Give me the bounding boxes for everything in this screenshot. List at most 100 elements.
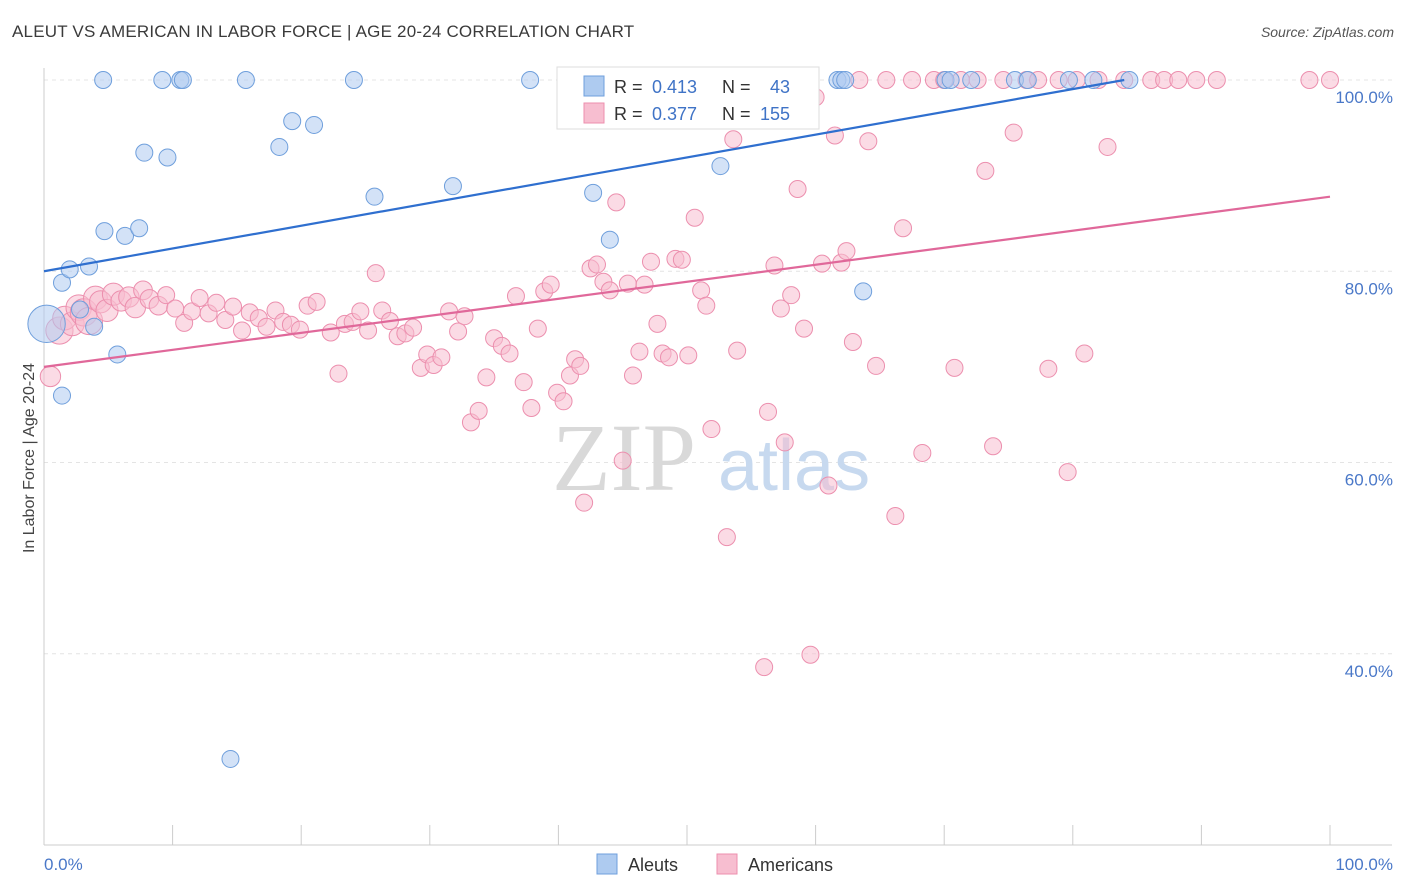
- aleuts-point-34: [854, 282, 873, 301]
- americans-point-41: [359, 321, 378, 340]
- aleuts-point-5: [80, 257, 99, 276]
- aleuts-point-23: [365, 187, 384, 206]
- americans-point-47: [404, 318, 423, 337]
- americans-point-131: [1004, 123, 1023, 142]
- americans-point-106: [795, 319, 814, 338]
- americans-point-56: [469, 401, 488, 420]
- aleuts-point-16: [173, 71, 192, 89]
- americans-point-23: [207, 293, 226, 312]
- americans-point-72: [575, 493, 594, 512]
- americans-point-119: [886, 507, 905, 526]
- americans-point-129: [984, 437, 1003, 456]
- americans-point-71: [571, 356, 590, 375]
- aleuts-point-0: [27, 304, 66, 344]
- bottom-legend-swatch-americans: [716, 853, 738, 875]
- legend-bottom: Aleuts Americans: [596, 853, 833, 875]
- aleuts-point-20: [283, 112, 302, 131]
- series-aleuts: [27, 71, 1139, 768]
- americans-point-83: [641, 252, 660, 271]
- americans-point-113: [837, 242, 856, 261]
- americans-point-89: [679, 346, 698, 365]
- americans-point-120: [894, 219, 913, 238]
- americans-point-125: [945, 358, 964, 377]
- aleuts-point-22: [344, 71, 363, 89]
- legend-top: R = 0.413 N = 43 R = 0.377 N = 155: [556, 66, 820, 130]
- americans-point-63: [522, 398, 541, 417]
- americans-point-99: [755, 658, 774, 677]
- legend-r-label-aleuts: R =: [614, 77, 643, 97]
- aleuts-point-18: [236, 71, 255, 89]
- axes: [43, 68, 1392, 846]
- americans-point-128: [976, 161, 995, 180]
- americans-point-145: [1187, 71, 1206, 89]
- americans-point-104: [782, 286, 801, 305]
- legend-r-value-aleuts: 0.413: [652, 77, 697, 97]
- americans-point-88: [672, 250, 691, 269]
- aleuts-point-36: [941, 71, 960, 89]
- americans-point-97: [728, 341, 747, 360]
- americans-point-121: [903, 71, 922, 89]
- aleuts-point-10: [116, 226, 135, 245]
- americans-point-93: [702, 420, 721, 439]
- aleuts-point-9: [108, 345, 127, 364]
- aleuts-point-11: [130, 219, 149, 238]
- americans-point-81: [630, 342, 649, 361]
- americans-point-40: [351, 302, 370, 321]
- aleuts-point-37: [962, 71, 981, 89]
- aleuts-point-17: [221, 749, 240, 768]
- legend-r-label-americans: R =: [614, 104, 643, 124]
- americans-point-77: [607, 193, 626, 212]
- americans-point-91: [692, 281, 711, 300]
- aleuts-point-29: [711, 157, 730, 176]
- americans-point-114: [843, 333, 862, 352]
- americans-point-138: [1075, 344, 1094, 363]
- americans-point-116: [859, 132, 878, 151]
- americans-point-29: [257, 317, 276, 336]
- americans-point-57: [477, 368, 496, 387]
- americans-point-92: [697, 296, 716, 315]
- series-americans: [39, 71, 1339, 677]
- aleuts-point-25: [521, 71, 540, 89]
- trend-line-americans: [43, 195, 1331, 368]
- aleuts-point-6: [85, 317, 104, 336]
- aleuts-point-19: [270, 137, 289, 156]
- x-tick-label-0: 0.0%: [44, 855, 83, 874]
- americans-point-82: [635, 275, 654, 294]
- aleuts-point-39: [1018, 71, 1037, 89]
- americans-point-74: [587, 255, 606, 274]
- americans-point-60: [500, 344, 519, 363]
- source-credit: Source: ZipAtlas.com: [1260, 24, 1394, 40]
- aleuts-point-2: [53, 386, 72, 405]
- americans-point-105: [788, 180, 807, 199]
- americans-point-37: [329, 364, 348, 383]
- aleuts-point-8: [95, 222, 114, 241]
- americans-point-100: [759, 402, 778, 421]
- americans-point-66: [541, 275, 560, 294]
- americans-point-148: [1321, 71, 1339, 89]
- aleuts-point-12: [135, 143, 154, 162]
- aleuts-point-21: [305, 115, 324, 134]
- aleuts-point-27: [600, 230, 619, 249]
- trend-line-aleuts: [43, 78, 1125, 273]
- americans-point-51: [432, 348, 451, 367]
- aleuts-point-33: [836, 71, 855, 89]
- aleuts-point-1: [53, 273, 72, 292]
- legend-n-label-americans: N =: [722, 104, 751, 124]
- americans-point-95: [717, 528, 736, 547]
- bottom-legend-label-americans: Americans: [748, 855, 833, 875]
- y-tick-label-0: 100.0%: [1335, 88, 1393, 107]
- americans-point-147: [1300, 71, 1319, 89]
- aleuts-point-14: [158, 148, 177, 167]
- americans-point-80: [623, 366, 642, 385]
- y-tick-label-2: 60.0%: [1345, 471, 1393, 490]
- americans-point-102: [771, 299, 790, 318]
- bottom-legend-swatch-aleuts: [596, 853, 618, 875]
- legend-r-value-americans: 0.377: [652, 104, 697, 124]
- americans-point-86: [659, 348, 678, 367]
- americans-point-110: [819, 476, 838, 495]
- americans-point-42: [366, 264, 385, 283]
- americans-point-17: [157, 286, 176, 305]
- aleuts-point-26: [584, 183, 603, 202]
- y-axis-label: In Labor Force | Age 20-24: [21, 363, 38, 553]
